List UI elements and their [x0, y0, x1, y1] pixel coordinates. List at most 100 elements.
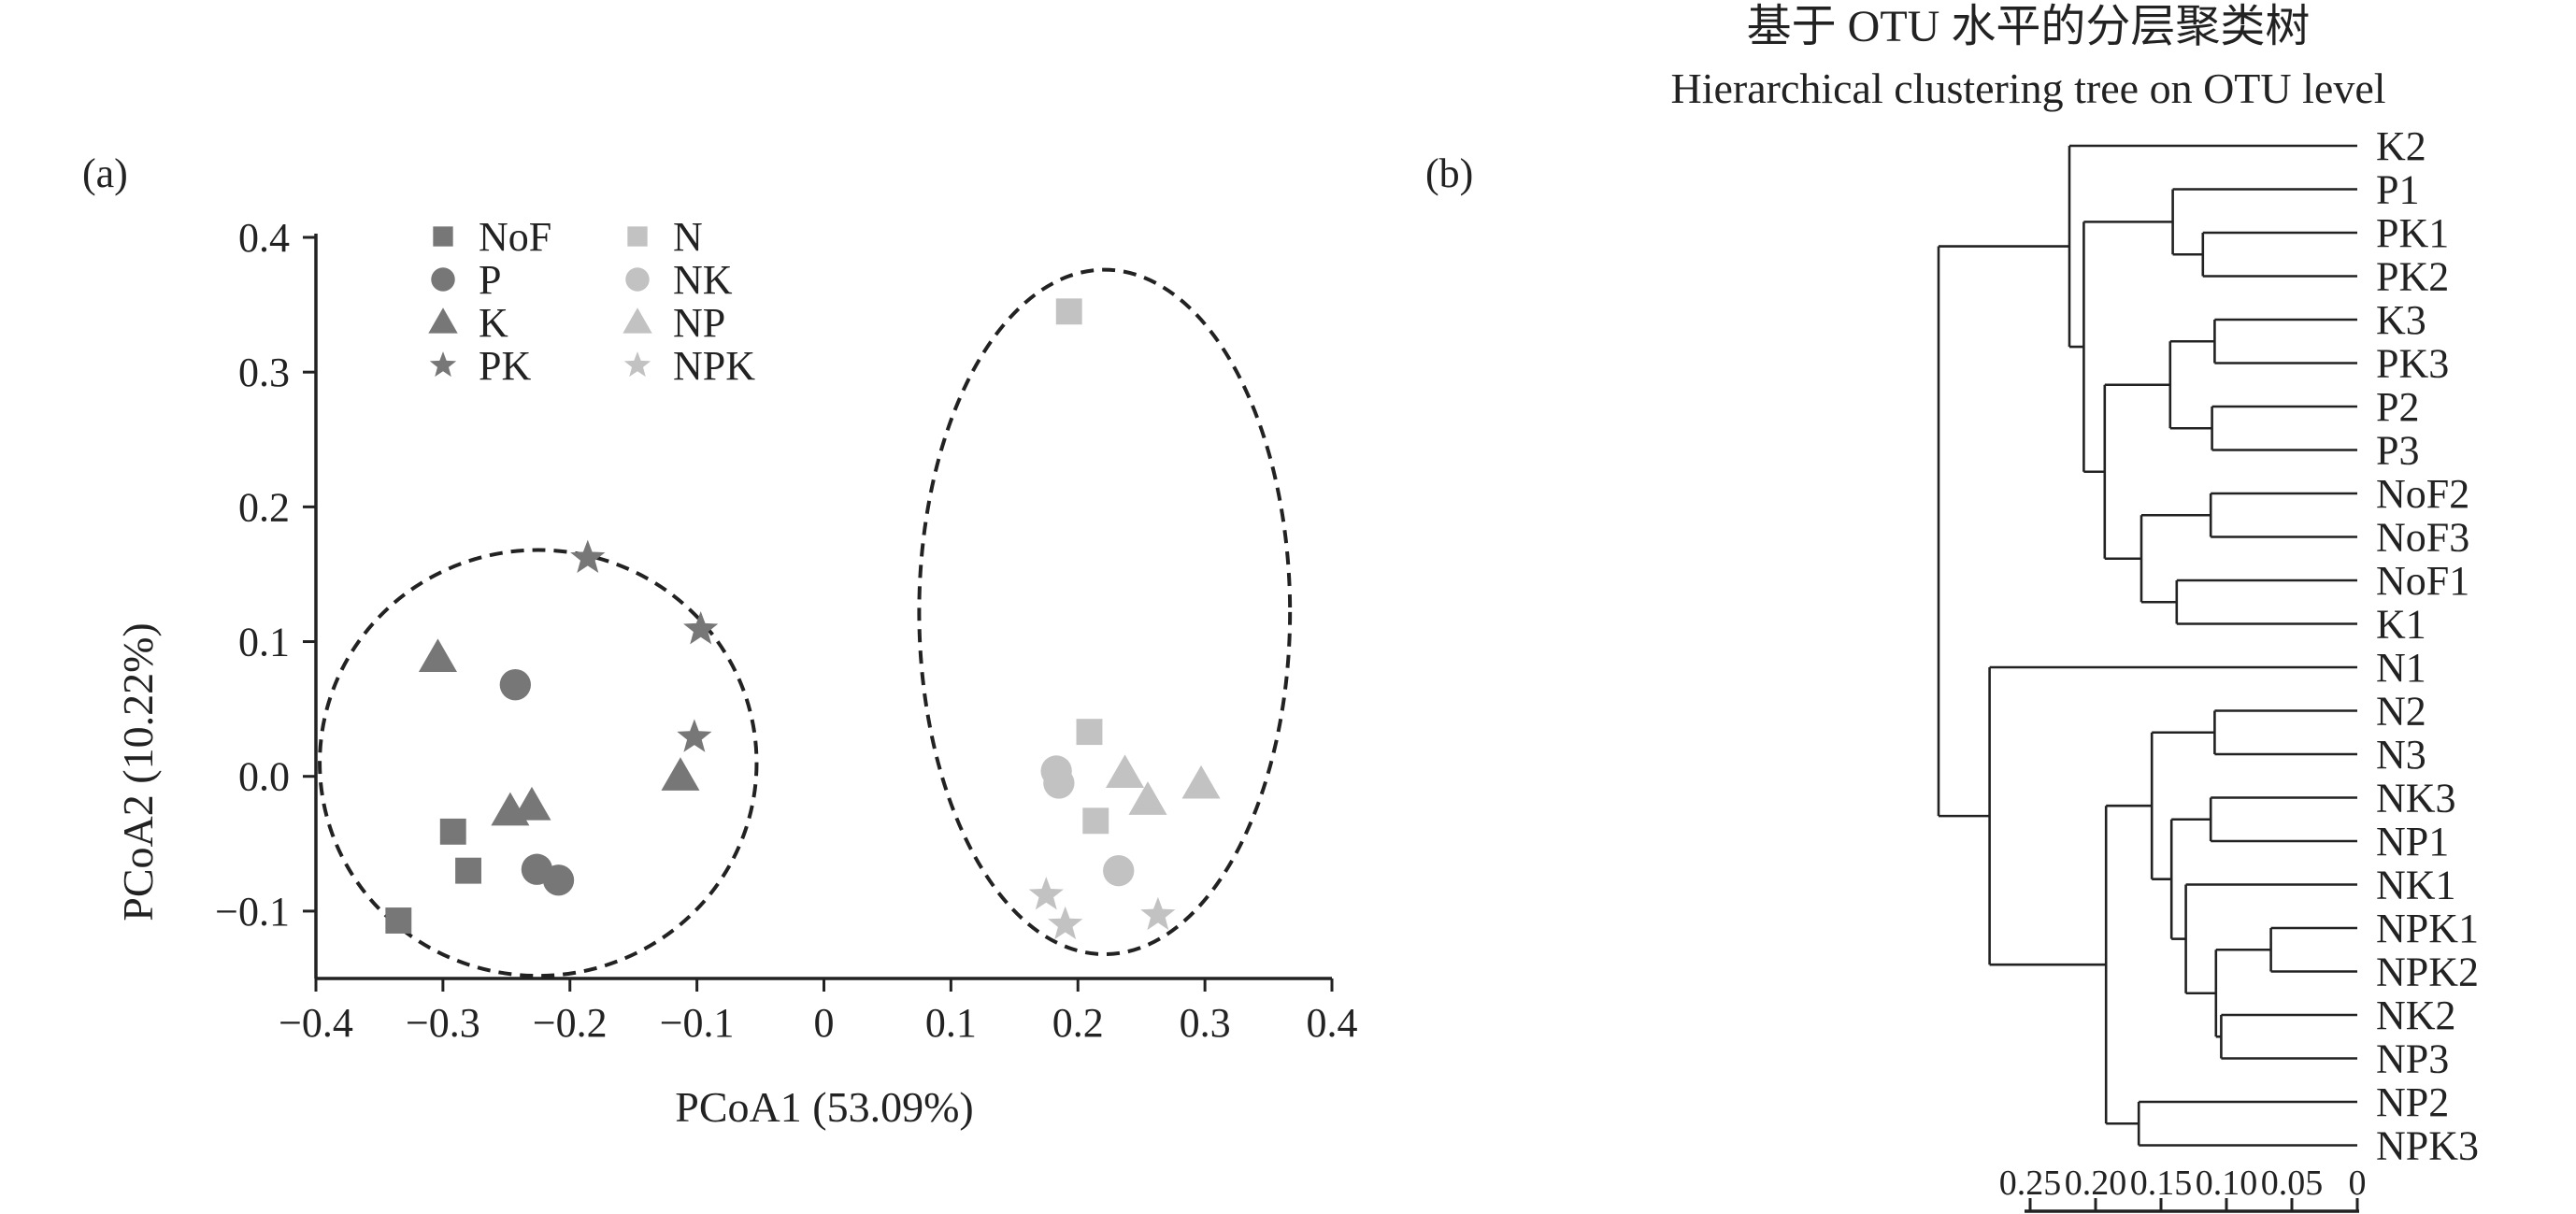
y-tick-label-2: 0.1: [238, 620, 290, 665]
leaf-label-np3: NP3: [2376, 1036, 2449, 1082]
legend-label-np: NP: [673, 300, 725, 346]
x-tick-label-8: 0.4: [1307, 1000, 1358, 1046]
leaf-label-nof3: NoF3: [2376, 515, 2469, 561]
y-tick-label-1: 0.0: [238, 754, 290, 800]
point-k-4: [661, 757, 700, 791]
x-tick-label-3: −0.1: [660, 1000, 735, 1046]
legend-marker-nk: [625, 267, 650, 292]
leaf-label-n1: N1: [2376, 645, 2426, 691]
leaf-label-pk1: PK1: [2376, 210, 2449, 256]
point-nof-1: [385, 907, 412, 934]
cluster-ellipse-2: [917, 267, 1293, 957]
panel-b-label: (b): [1425, 150, 1473, 196]
point-k-3: [512, 786, 551, 821]
dendrogram-branches: [1937, 144, 2357, 1147]
x-tick-label-4: 0: [814, 1000, 835, 1046]
point-nof-2: [439, 818, 466, 845]
distance-tick-label-5: 0: [2349, 1164, 2367, 1203]
y-axis-label: PCoA2 (10.22%): [114, 622, 162, 921]
legend-label-npk: NPK: [673, 343, 755, 389]
point-p-1: [499, 669, 531, 701]
leaf-label-p2: P2: [2376, 384, 2419, 430]
legend-label-k: K: [479, 300, 508, 346]
legend-marker-npk: [623, 351, 651, 378]
leaf-label-n3: N3: [2376, 732, 2426, 778]
point-n-2: [1076, 719, 1103, 746]
legend-label-p: P: [479, 257, 501, 303]
cluster-ellipse-1: [318, 548, 759, 978]
distance-tick-label-4: 0.05: [2261, 1164, 2324, 1203]
distance-tick-label-3: 0.10: [2196, 1164, 2258, 1203]
leaf-label-nk3: NK3: [2376, 776, 2456, 821]
leaf-label-nof2: NoF2: [2376, 471, 2469, 517]
leaf-label-p1: P1: [2376, 167, 2419, 213]
leaf-label-npk3: NPK3: [2376, 1123, 2479, 1169]
leaf-label-np1: NP1: [2376, 819, 2449, 864]
leaf-label-pk2: PK2: [2376, 254, 2449, 300]
x-tick-label-5: 0.1: [925, 1000, 977, 1046]
point-nof-3: [455, 857, 481, 884]
x-tick-label-0: −0.4: [279, 1000, 353, 1046]
x-tick-label-7: 0.3: [1180, 1000, 1231, 1046]
legend-marker-k: [428, 307, 458, 334]
y-tick-label-3: 0.2: [238, 484, 290, 530]
leaf-label-nk2: NK2: [2376, 993, 2456, 1038]
point-npk-3: [1140, 896, 1176, 931]
x-tick-label-2: −0.2: [533, 1000, 608, 1046]
leaf-label-nk1: NK1: [2376, 863, 2456, 908]
point-pk-3: [677, 719, 712, 752]
leaf-label-nof1: NoF1: [2376, 558, 2469, 604]
point-nk-3: [1103, 854, 1135, 887]
point-nk-2: [1043, 767, 1075, 799]
y-tick-label-4: 0.3: [238, 350, 290, 395]
point-pk-2: [683, 611, 719, 645]
legend-marker-pk: [429, 351, 457, 378]
x-axis-label: PCoA1 (53.09%): [675, 1083, 973, 1131]
legend-marker-nof: [433, 226, 453, 247]
leaf-label-k3: K3: [2376, 297, 2426, 343]
legend-label-nk: NK: [673, 257, 733, 303]
leaf-label-k2: K2: [2376, 123, 2426, 169]
distance-axis: 0.25 0.20 0.15 0.10 0.05 0: [1999, 1164, 2367, 1213]
pcoa-scatter-panel: (a) −0.4 −0.3 −0.2 −0.1 0 0.1 0.2 0.3 0.4 −0.1 0.0…: [82, 150, 1358, 1131]
cluster-ellipses: [318, 267, 1293, 978]
panel-a-label: (a): [82, 150, 128, 196]
x-tick-label-1: −0.3: [406, 1000, 480, 1046]
dendrogram-subtitle: Hierarchical clustering tree on OTU leve…: [1670, 64, 2385, 112]
leaf-labels: K2P1PK1PK2K3PK3P2P3NoF2NoF3NoF1K1N1N2N3N…: [2376, 123, 2479, 1169]
leaf-label-n2: N2: [2376, 689, 2426, 735]
leaf-label-p3: P3: [2376, 428, 2419, 474]
point-n-1: [1055, 298, 1082, 325]
pcoa-axes: −0.4 −0.3 −0.2 −0.1 0 0.1 0.2 0.3 0.4 −0.1 0.0 0.1 0…: [215, 215, 1357, 1046]
legend-label-n: N: [673, 214, 703, 260]
legend-marker-np: [623, 307, 652, 334]
leaf-label-pk3: PK3: [2376, 341, 2449, 387]
leaf-label-k1: K1: [2376, 602, 2426, 648]
point-k-1: [418, 638, 457, 673]
point-np-3: [1181, 764, 1221, 799]
legend-marker-p: [431, 267, 455, 292]
point-pk-1: [570, 539, 606, 573]
point-np-2: [1128, 781, 1167, 815]
y-tick-label-5: 0.4: [238, 215, 290, 261]
point-n-3: [1082, 807, 1109, 835]
dendrogram-panel: (b) 基于 OTU 水平的分层聚类树 Hierarchical cluster…: [1425, 2, 2479, 1213]
point-npk-1: [1028, 877, 1064, 910]
legend-label-pk: PK: [479, 343, 531, 389]
legend-marker-n: [627, 226, 648, 247]
distance-tick-label-2: 0.15: [2130, 1164, 2193, 1203]
x-tick-label-6: 0.2: [1052, 1000, 1104, 1046]
point-np-1: [1105, 754, 1145, 789]
legend-label-nof: NoF: [479, 214, 551, 260]
point-p-3: [542, 864, 575, 896]
distance-tick-label-1: 0.20: [2065, 1164, 2127, 1203]
dendrogram-title: 基于 OTU 水平的分层聚类树: [1747, 2, 2311, 51]
leaf-label-npk2: NPK2: [2376, 950, 2479, 995]
distance-tick-label-0: 0.25: [1999, 1164, 2062, 1203]
scatter-points: [385, 298, 1221, 940]
point-npk-2: [1048, 906, 1083, 940]
leaf-label-npk1: NPK1: [2376, 906, 2479, 951]
leaf-label-np2: NP2: [2376, 1079, 2449, 1125]
